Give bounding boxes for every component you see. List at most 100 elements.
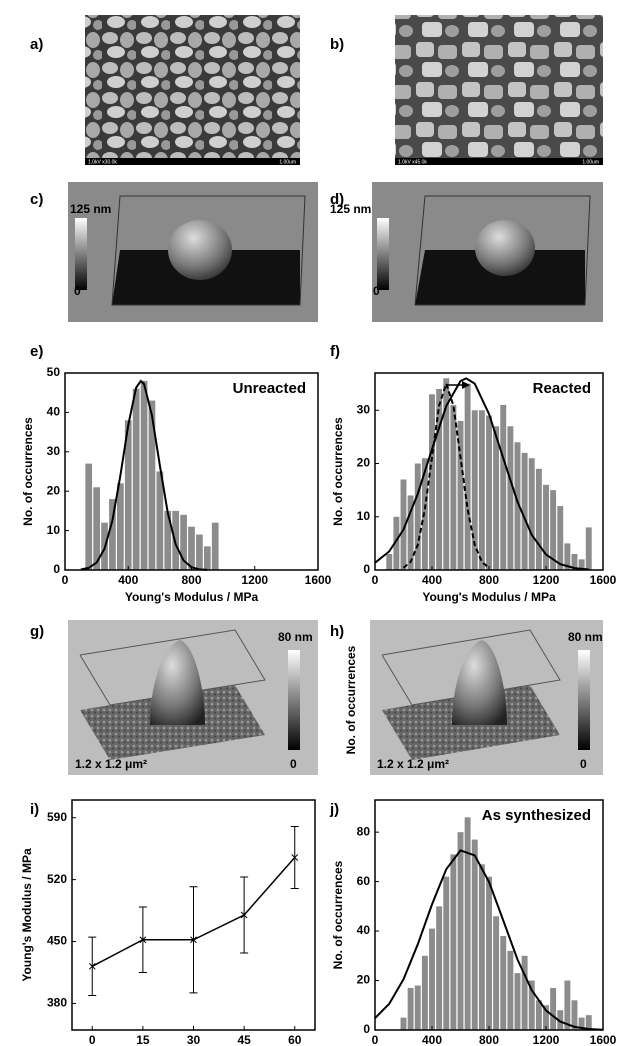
bar <box>188 526 195 570</box>
bar <box>464 383 471 570</box>
x-tick-label: 400 <box>118 573 138 587</box>
color-bar-max: 125 nm <box>70 202 111 216</box>
afm-image: 80 nm 0 1.2 x 1.2 μm² <box>68 620 318 775</box>
bar <box>436 388 443 570</box>
bar <box>443 876 450 1030</box>
annotation: Unreacted <box>233 380 306 397</box>
x-tick-label: 15 <box>136 1033 150 1046</box>
bar <box>550 490 557 570</box>
bar <box>116 483 124 570</box>
annotation: As synthesized <box>482 807 591 824</box>
x-tick-label: 0 <box>89 1033 96 1046</box>
afm-image: 125 nm 0 <box>330 182 603 322</box>
bar <box>211 522 219 570</box>
bar <box>85 463 93 570</box>
x-tick-label: 45 <box>237 1033 251 1046</box>
marker <box>190 936 197 944</box>
bar <box>500 404 507 570</box>
x-tick-label: 1200 <box>241 573 268 587</box>
bar <box>521 452 528 570</box>
bar <box>156 471 164 570</box>
sem-info-bar <box>85 158 300 165</box>
color-bar-max: 80 nm <box>278 630 313 644</box>
bar <box>578 1017 585 1030</box>
panel-label: d) <box>330 191 344 208</box>
bar <box>486 415 492 570</box>
y-tick-label: 0 <box>363 1022 370 1036</box>
y-axis-label: No. of occurrences <box>331 860 345 969</box>
bar <box>471 410 478 570</box>
bar <box>493 916 500 1030</box>
x-tick-label: 0 <box>62 573 69 587</box>
afm-floor <box>415 250 585 305</box>
bar <box>407 495 414 570</box>
afm-box <box>381 629 561 706</box>
y-tick-label: 0 <box>53 562 60 576</box>
afm-particle <box>150 640 205 725</box>
afm-particle <box>475 220 535 276</box>
y-tick-label: 80 <box>357 824 371 838</box>
bar <box>429 928 435 1030</box>
y-tick-label: 40 <box>357 923 371 937</box>
bar <box>500 936 507 1030</box>
chart: 015304560380450520590UV exposure time / … <box>20 799 316 1046</box>
x-tick-label: 0 <box>372 573 379 587</box>
x-tick-label: 400 <box>422 1033 442 1046</box>
y-tick-label: 10 <box>47 523 61 537</box>
x-tick-label: 1200 <box>533 1033 560 1046</box>
bar <box>203 546 211 570</box>
bar <box>464 817 471 1030</box>
y-axis-label: No. of occurrences <box>331 417 345 526</box>
bar <box>93 487 100 570</box>
y-tick-label: 20 <box>47 483 61 497</box>
bar <box>564 543 571 570</box>
afm-box <box>414 195 591 306</box>
x-tick-label: 30 <box>187 1033 201 1046</box>
bar <box>400 1017 407 1030</box>
x-tick-label: 800 <box>181 573 201 587</box>
side-label: No. of occurrences <box>344 645 358 754</box>
bar <box>457 832 464 1030</box>
afm-particle <box>452 640 507 725</box>
bar <box>585 1015 592 1030</box>
fit-curve <box>402 380 490 569</box>
y-tick-label: 0 <box>363 562 370 576</box>
sem-scale: 1.00um <box>279 159 296 165</box>
bar <box>535 468 542 570</box>
bar <box>109 499 116 570</box>
afm-image: 125 nm 0 <box>68 182 318 322</box>
y-tick-label: 10 <box>357 509 371 523</box>
bar <box>557 1010 564 1030</box>
panel-label: j) <box>329 801 339 818</box>
y-tick-label: 20 <box>357 456 371 470</box>
x-axis-label: Young's Modulus / MPa <box>422 590 556 604</box>
y-axis-label: No. of occurrences <box>21 417 35 526</box>
x-axis-label: Young's Modulus / MPa <box>125 590 259 604</box>
fit-curve <box>374 377 589 571</box>
bar <box>132 388 140 570</box>
x-tick-label: 800 <box>479 1033 499 1046</box>
bar <box>180 514 187 570</box>
panel-label: h) <box>330 623 344 640</box>
fit-curve <box>374 849 604 1031</box>
bar <box>557 506 564 570</box>
bar <box>436 906 443 1030</box>
bar <box>164 510 172 570</box>
bar <box>450 404 457 570</box>
sem-info: 1.0kV x45.0k <box>398 159 427 165</box>
y-tick-label: 60 <box>357 874 371 888</box>
color-bar <box>75 218 87 290</box>
chart: Reacted 0 400 800 1200 1600 0 10 20 30 Young's Mod… <box>331 372 617 604</box>
bar <box>571 1000 578 1030</box>
panel-label: a) <box>30 36 43 53</box>
bar <box>478 410 485 570</box>
panel-label: f) <box>330 343 340 360</box>
bar <box>400 479 407 570</box>
x-tick-label: 800 <box>479 573 499 587</box>
sem-image: 1.0kV x30.0k 1.00um <box>85 15 300 165</box>
fit-curve <box>80 379 208 571</box>
sem-image: 1.0kV x45.0k 1.00um <box>395 15 603 165</box>
marker <box>88 962 96 970</box>
bar <box>571 554 578 570</box>
afm-image: 80 nm 0 1.2 x 1.2 μm² No. of occurrences <box>344 620 603 775</box>
